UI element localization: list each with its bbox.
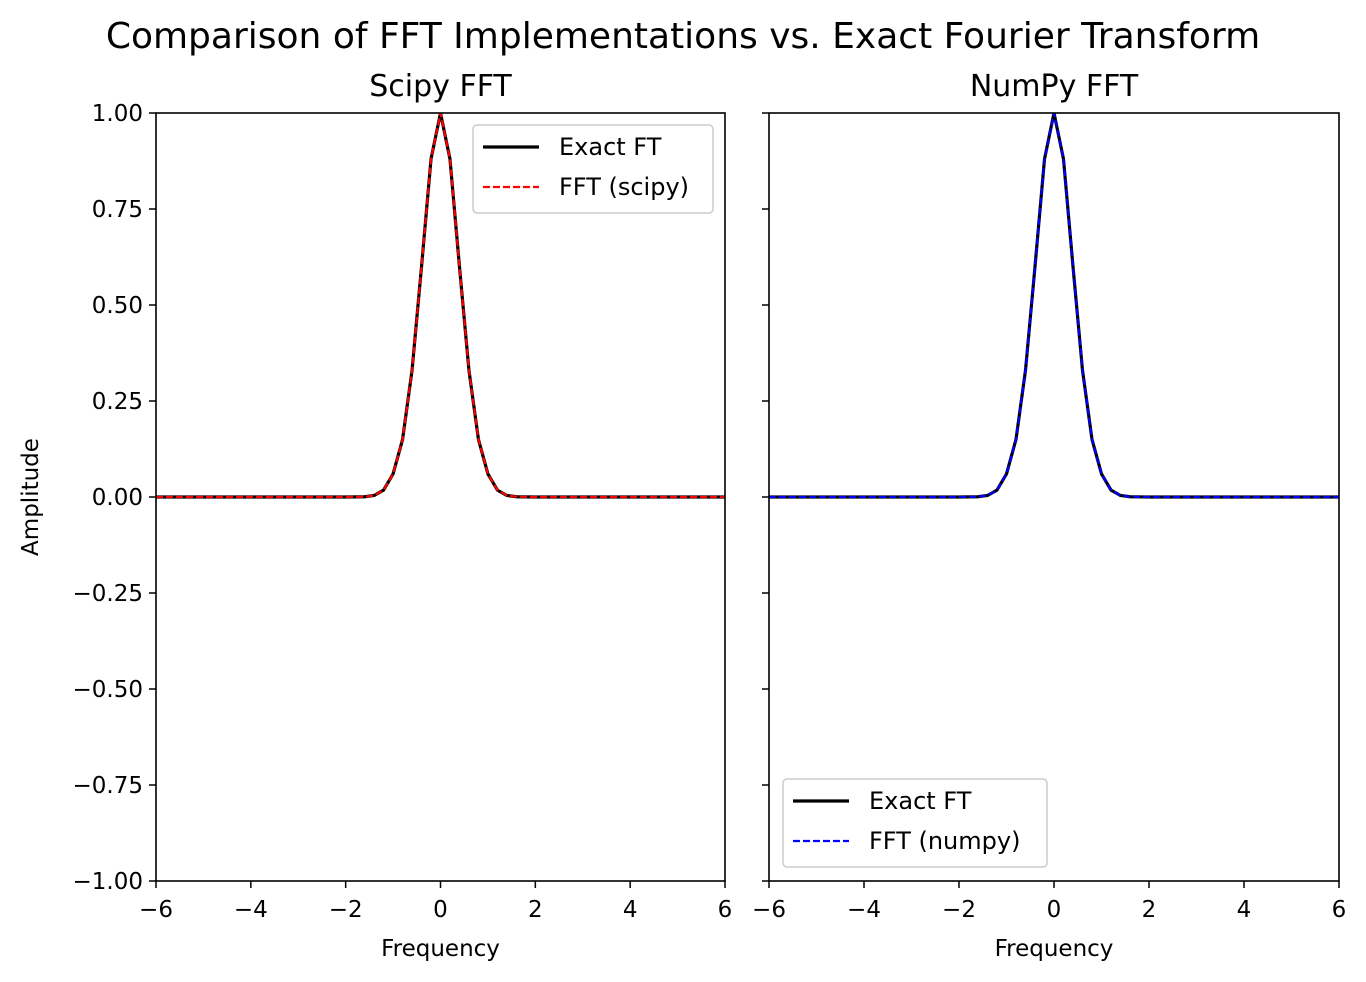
axes-title: Scipy FFT [369, 69, 512, 104]
x-tick-label: −2 [329, 897, 363, 923]
x-tick-label: −4 [847, 897, 881, 923]
legend: Exact FT FFT (numpy) [782, 778, 1048, 868]
x-tick-label: −6 [139, 897, 173, 923]
y-tick-label: 0.75 [92, 197, 143, 223]
legend-label: Exact FT [869, 787, 972, 815]
legend: Exact FT FFT (scipy) [472, 124, 714, 214]
y-tick-label: −0.25 [73, 581, 143, 607]
x-tick-label: 6 [718, 897, 733, 923]
axes-title: NumPy FFT [970, 69, 1139, 104]
y-axis-label: Amplitude [18, 438, 44, 556]
x-tick-label: −6 [752, 897, 786, 923]
figure-suptitle: Comparison of FFT Implementations vs. Ex… [106, 16, 1260, 57]
y-tick-label: 0.00 [92, 485, 143, 511]
legend-label: FFT (numpy) [869, 827, 1020, 855]
x-tick-label: 0 [1047, 897, 1062, 923]
x-tick-label: −2 [942, 897, 976, 923]
x-tick-label: 2 [528, 897, 543, 923]
series-group [769, 113, 1339, 499]
x-tick-label: 2 [1142, 897, 1157, 923]
x-axis-label: Frequency [381, 936, 500, 962]
x-tick-label: 4 [1237, 897, 1252, 923]
x-tick-label: 0 [433, 897, 448, 923]
x-tick-label: −4 [234, 897, 268, 923]
series-line-fft-numpy [769, 113, 1339, 499]
numpy-fft-axes: −6 −4 −2 0 2 4 6 NumPy FFT Frequency Exact FT FFT … [752, 69, 1346, 962]
series-line-exact-ft [769, 113, 1339, 499]
x-tick-label: 4 [623, 897, 638, 923]
y-tick-label: 0.25 [92, 389, 143, 415]
x-axis-label: Frequency [995, 936, 1114, 962]
x-tick-label: 6 [1332, 897, 1347, 923]
y-tick-label: −0.75 [73, 773, 143, 799]
y-tick-label: 1.00 [92, 101, 143, 127]
y-tick-label: −1.00 [73, 869, 143, 895]
series-group [156, 113, 725, 499]
scipy-fft-axes: −6 −4 −2 0 2 4 6 −1.00 −0.75 −0.50 −0.25 0.00 0.25 0.… [18, 69, 732, 962]
y-tick-label: −0.50 [73, 677, 143, 703]
legend-label: Exact FT [559, 133, 662, 161]
series-line-fft-scipy [156, 113, 725, 499]
legend-label: FFT (scipy) [559, 173, 689, 201]
y-tick-label: 0.50 [92, 293, 143, 319]
